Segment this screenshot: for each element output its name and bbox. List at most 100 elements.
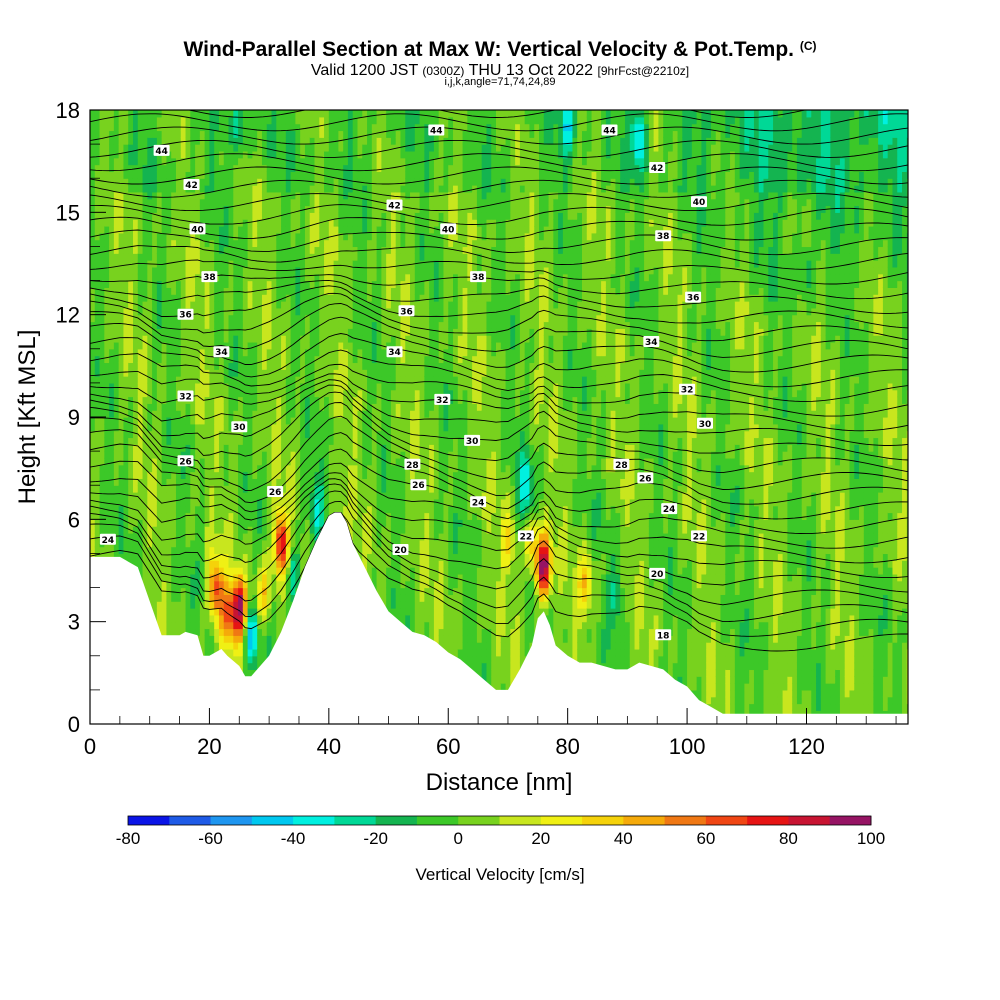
- velocity-cell: [324, 116, 330, 125]
- velocity-cell: [90, 260, 96, 268]
- velocity-cell: [247, 376, 254, 384]
- velocity-cell: [261, 485, 268, 493]
- velocity-cell: [309, 301, 316, 309]
- velocity-cell: [257, 608, 263, 616]
- velocity-cell: [300, 273, 306, 282]
- velocity-cell: [204, 532, 211, 541]
- velocity-cell: [319, 273, 325, 282]
- velocity-cell: [152, 546, 158, 555]
- velocity-cell: [132, 157, 139, 166]
- velocity-cell: [314, 260, 320, 268]
- velocity-cell: [137, 294, 144, 302]
- velocity-cell: [204, 382, 211, 391]
- velocity-cell: [218, 498, 225, 507]
- velocity-cell: [132, 164, 139, 172]
- velocity-cell: [185, 492, 191, 500]
- velocity-cell: [290, 376, 296, 384]
- velocity-cell: [309, 130, 316, 138]
- velocity-cell: [338, 130, 344, 138]
- velocity-cell: [290, 451, 296, 459]
- velocity-cell: [319, 437, 325, 445]
- velocity-cell: [147, 232, 153, 241]
- velocity-cell: [300, 246, 306, 254]
- velocity-cell: [228, 239, 234, 248]
- velocity-cell: [309, 376, 316, 384]
- velocity-cell: [128, 307, 134, 316]
- velocity-cell: [214, 198, 220, 207]
- velocity-cell: [324, 137, 330, 145]
- velocity-cell: [285, 573, 292, 582]
- velocity-cell: [147, 328, 153, 336]
- velocity-cell: [218, 553, 225, 561]
- velocity-cell: [319, 110, 325, 118]
- velocity-cell: [185, 567, 191, 575]
- velocity-cell: [204, 178, 211, 186]
- velocity-cell: [285, 478, 292, 486]
- velocity-cell: [99, 362, 105, 370]
- velocity-cell: [343, 150, 349, 159]
- velocity-cell: [123, 253, 129, 261]
- velocity-cell: [295, 532, 301, 541]
- velocity-cell: [94, 423, 101, 432]
- velocity-cell: [304, 266, 311, 275]
- velocity-cell: [328, 205, 335, 213]
- velocity-cell: [204, 191, 211, 200]
- velocity-cell: [204, 301, 211, 309]
- velocity-cell: [166, 328, 172, 336]
- velocity-cell: [314, 246, 320, 254]
- velocity-cell: [338, 191, 344, 200]
- velocity-cell: [152, 185, 158, 193]
- velocity-cell: [290, 212, 296, 220]
- velocity-cell: [156, 341, 163, 350]
- velocity-cell: [233, 410, 239, 418]
- velocity-cell: [118, 294, 125, 302]
- velocity-cell: [281, 505, 287, 514]
- velocity-cell: [90, 362, 96, 370]
- velocity-cell: [328, 341, 335, 350]
- velocity-cell: [156, 546, 163, 555]
- velocity-cell: [333, 478, 339, 486]
- velocity-cell: [137, 362, 144, 370]
- velocity-cell: [343, 348, 349, 357]
- velocity-cell: [343, 410, 349, 418]
- velocity-cell: [152, 164, 158, 172]
- velocity-cell: [118, 464, 125, 473]
- velocity-cell: [238, 539, 244, 548]
- velocity-cell: [123, 246, 129, 254]
- velocity-cell: [223, 608, 230, 616]
- velocity-cell: [99, 341, 105, 350]
- velocity-cell: [247, 485, 254, 493]
- velocity-cell: [238, 655, 244, 664]
- velocity-cell: [252, 498, 258, 507]
- velocity-cell: [266, 294, 273, 302]
- velocity-cell: [266, 116, 273, 125]
- velocity-cell: [295, 273, 301, 282]
- velocity-cell: [242, 164, 249, 172]
- velocity-cell: [257, 567, 263, 575]
- velocity-cell: [319, 321, 325, 329]
- velocity-cell: [271, 178, 277, 186]
- velocity-cell: [128, 362, 134, 370]
- velocity-cell: [309, 225, 316, 234]
- velocity-cell: [257, 457, 263, 466]
- velocity-cell: [261, 608, 268, 616]
- velocity-cell: [137, 287, 144, 295]
- velocity-cell: [90, 389, 96, 398]
- velocity-cell: [142, 294, 148, 302]
- velocity-cell: [333, 457, 339, 466]
- velocity-cell: [252, 253, 258, 261]
- velocity-cell: [113, 505, 120, 514]
- velocity-cell: [199, 123, 206, 132]
- velocity-cell: [276, 164, 282, 172]
- velocity-cell: [276, 396, 282, 404]
- velocity-cell: [118, 280, 125, 288]
- velocity-cell: [333, 417, 339, 425]
- velocity-cell: [247, 335, 254, 343]
- velocity-cell: [338, 478, 344, 486]
- velocity-cell: [252, 225, 258, 234]
- velocity-cell: [204, 348, 211, 357]
- velocity-cell: [152, 205, 158, 213]
- velocity-cell: [161, 553, 168, 561]
- velocity-cell: [252, 307, 258, 316]
- velocity-cell: [204, 417, 211, 425]
